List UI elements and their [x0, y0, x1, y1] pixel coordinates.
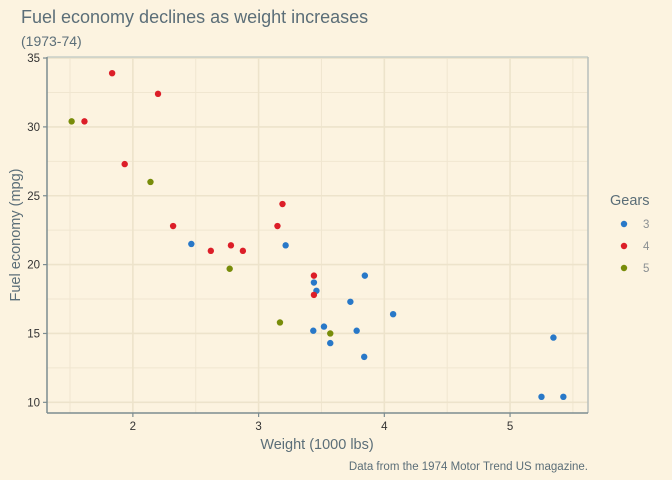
data-point-gear-3 — [327, 339, 334, 347]
y-tick-label: 30 — [27, 122, 40, 134]
chart-subtitle: (1973-74) — [21, 33, 82, 49]
legend: Gears 3 4 5 — [610, 193, 650, 275]
data-point-gear-5 — [68, 118, 75, 125]
y-tick-label: 15 — [27, 328, 40, 340]
data-point-gear-4 — [154, 90, 162, 98]
y-tick-label: 35 — [27, 53, 40, 65]
data-point-gear-4 — [108, 69, 116, 77]
x-tick-label: 4 — [381, 421, 388, 433]
legend-entries: 3 4 5 — [620, 219, 650, 275]
legend-key-3 — [620, 220, 628, 228]
data-point-gear-4 — [274, 222, 281, 230]
data-point-gear-5 — [327, 330, 334, 337]
y-axis-title: Fuel economy (mpg) — [8, 169, 24, 302]
data-point-gear-3 — [347, 298, 354, 305]
data-point-gear-5 — [276, 319, 284, 326]
data-point-gear-4 — [207, 247, 215, 255]
x-axis-title: Weight (1000 lbs) — [260, 437, 373, 453]
major-gridlines — [47, 57, 588, 413]
data-point-gear-4 — [310, 272, 318, 279]
x-tick-label: 5 — [507, 421, 513, 433]
panel-background — [47, 57, 588, 413]
data-point-gear-4 — [310, 291, 318, 299]
data-point-gear-4 — [121, 160, 128, 168]
data-point-gear-5 — [226, 265, 233, 272]
chart-caption: Data from the 1974 Motor Trend US magazi… — [349, 461, 588, 473]
y-tick-label: 10 — [27, 397, 40, 409]
data-point-gear-3 — [560, 393, 567, 401]
data-point-gear-4 — [279, 200, 286, 208]
data-point-gear-5 — [147, 178, 154, 186]
y-tick-label: 20 — [27, 260, 40, 272]
legend-key-4 — [620, 242, 628, 250]
legend-label-3: 3 — [643, 219, 649, 231]
data-point-gear-3 — [550, 334, 557, 341]
data-point-gear-3 — [320, 323, 328, 330]
y-axis-ticks: 10 15 20 25 30 35 — [27, 53, 47, 409]
plot-panel — [46, 56, 589, 414]
data-point-gear-3 — [188, 240, 195, 248]
chart-title: Fuel economy declines as weight increase… — [21, 7, 368, 27]
legend-label-5: 5 — [643, 263, 649, 275]
data-point-gear-3 — [361, 353, 368, 361]
data-point-gear-4 — [227, 242, 235, 249]
data-point-gear-3 — [538, 393, 545, 401]
data-point-gear-3 — [310, 327, 317, 334]
y-tick-label: 25 — [27, 191, 40, 203]
data-point-gear-4 — [81, 118, 88, 125]
data-point-gear-3 — [361, 272, 369, 279]
minor-gridlines — [47, 57, 588, 413]
data-point-gear-3 — [353, 327, 360, 334]
legend-label-4: 4 — [643, 241, 650, 253]
x-tick-label: 3 — [255, 421, 261, 433]
data-point-gear-4 — [239, 247, 247, 255]
x-tick-label: 2 — [130, 421, 136, 433]
legend-key-5 — [620, 264, 628, 272]
legend-title: Gears — [610, 193, 650, 209]
data-point-gear-3 — [310, 279, 318, 286]
data-point-gear-3 — [389, 310, 397, 318]
x-axis-ticks: 2 3 4 5 — [130, 413, 513, 433]
data-points — [68, 69, 567, 401]
data-point-gear-3 — [282, 242, 289, 249]
data-point-gear-4 — [169, 222, 177, 230]
